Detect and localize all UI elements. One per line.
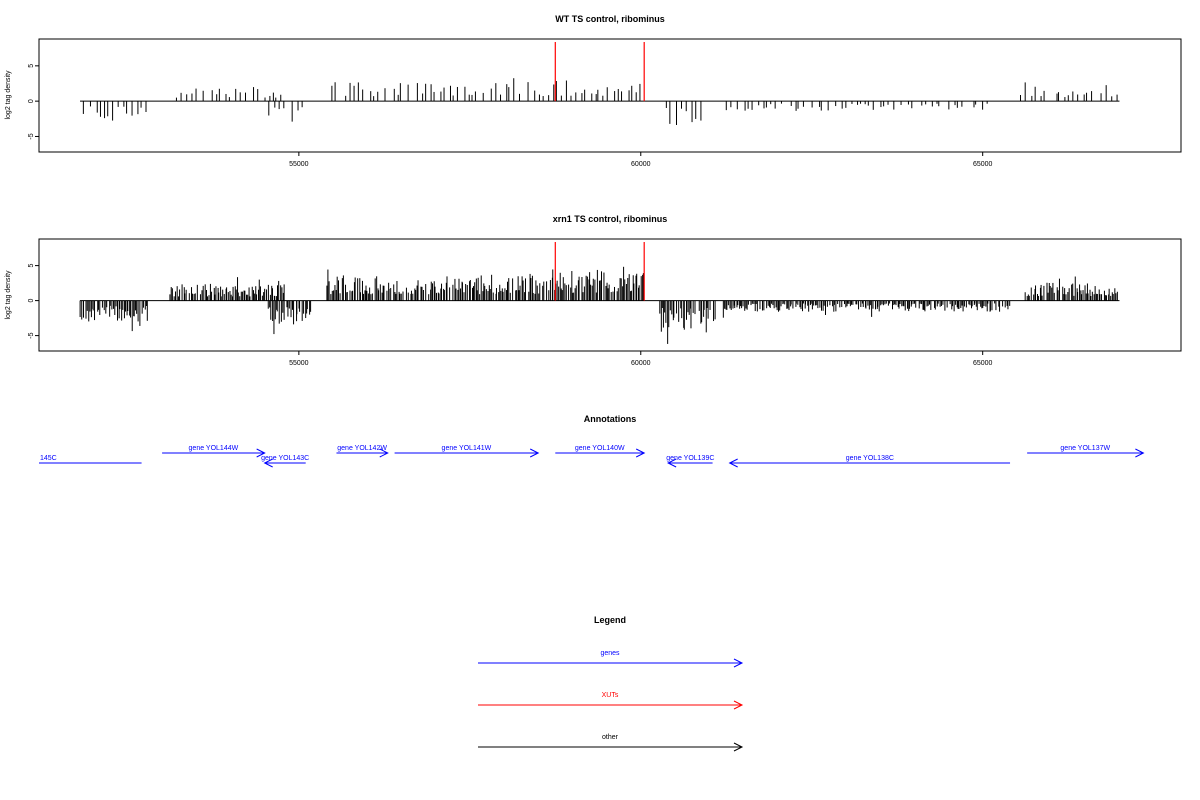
xut-markers (554, 242, 645, 301)
panel-title: xrn1 TS control, ribominus (553, 214, 668, 224)
gene-arrow-head (263, 458, 273, 468)
y-tick-label: 0 (28, 299, 35, 303)
y-axis: -5 0 5 (28, 64, 40, 140)
x-axis: 55000 60000 65000 (289, 351, 993, 367)
y-axis: -5 0 5 (28, 264, 40, 339)
y-tick-label: -5 (28, 133, 35, 139)
gene-arrow-head (1135, 448, 1145, 458)
legend-title: Legend (594, 615, 626, 625)
y-tick-label: 0 (28, 99, 35, 103)
xut-markers (554, 42, 645, 102)
y-tick-label: 5 (28, 64, 35, 68)
gene-annotation: 145C (39, 455, 142, 464)
gene-label: gene YOL139C (666, 455, 714, 462)
y-tick-label: 5 (28, 264, 35, 268)
x-tick-label: 55000 (289, 161, 309, 168)
gene-arrow-head (733, 658, 744, 668)
gene-arrow-head (667, 458, 677, 468)
gene-annotation: gene YOL142W (336, 445, 389, 458)
legend: Legend genes XUTs other (478, 615, 744, 752)
gene-annotation: gene YOL143C (261, 455, 309, 468)
density-bars (82, 78, 1118, 125)
gene-annotation: gene YOL140W (555, 445, 646, 458)
x-tick-label: 60000 (631, 360, 651, 367)
plot-frame (38, 38, 1182, 153)
gene-arrow-head (379, 448, 389, 458)
legend-item-label: XUTs (602, 692, 619, 699)
gene-annotation: gene YOL138C (728, 455, 1011, 468)
x-tick-label: 65000 (973, 161, 993, 168)
legend-item-genes: genes (478, 650, 744, 668)
wt-density-panel: WT TS control, ribominus -5 0 5 55000 60000… (5, 14, 1182, 168)
legend-item-label: other (602, 734, 619, 741)
gene-label: gene YOL144W (189, 445, 239, 452)
gene-label: gene YOL140W (575, 445, 625, 452)
gene-arrow-head (733, 742, 744, 752)
panel-title: WT TS control, ribominus (555, 14, 665, 24)
y-axis-title: log2 tag density (5, 270, 12, 320)
gene-label: gene YOL143C (261, 455, 309, 462)
gene-arrow-head (733, 700, 744, 710)
gene-label: gene YOL138C (846, 455, 894, 462)
legend-items: genes XUTs other (478, 650, 744, 752)
x-tick-label: 55000 (289, 360, 309, 367)
gene-annotation: gene YOL137W (1027, 445, 1145, 458)
gene-label: gene YOL142W (337, 445, 387, 452)
legend-item-label: genes (600, 650, 620, 657)
legend-item-xuts: XUTs (478, 692, 744, 710)
gene-label: gene YOL137W (1060, 445, 1110, 452)
gene-arrow-head (256, 448, 266, 458)
x-tick-label: 65000 (973, 360, 993, 367)
annotations-title: Annotations (584, 414, 637, 424)
density-bars (79, 266, 1118, 344)
gene-annotation: gene YOL139C (666, 455, 714, 468)
gene-label: 145C (40, 455, 57, 462)
gene-label: gene YOL141W (442, 445, 492, 452)
legend-item-other: other (478, 734, 744, 752)
gene-arrows: 145C gene YOL144W gene YOL143C gene YOL142W… (39, 445, 1145, 468)
x-axis: 55000 60000 65000 (289, 152, 993, 168)
gene-arrow-head (728, 458, 738, 468)
y-axis-title: log2 tag density (5, 70, 12, 120)
x-tick-label: 60000 (631, 161, 651, 168)
xrn1-density-panel: xrn1 TS control, ribominus -5 0 5 55000 600… (5, 214, 1182, 367)
annotations-track: Annotations 145C gene YOL144W gene YOL143C… (39, 414, 1145, 468)
gene-arrow-head (635, 448, 646, 458)
gene-annotation: gene YOL144W (162, 445, 266, 458)
y-tick-label: -5 (28, 332, 35, 338)
gene-arrow-head (529, 448, 540, 458)
gene-annotation: gene YOL141W (394, 445, 540, 458)
